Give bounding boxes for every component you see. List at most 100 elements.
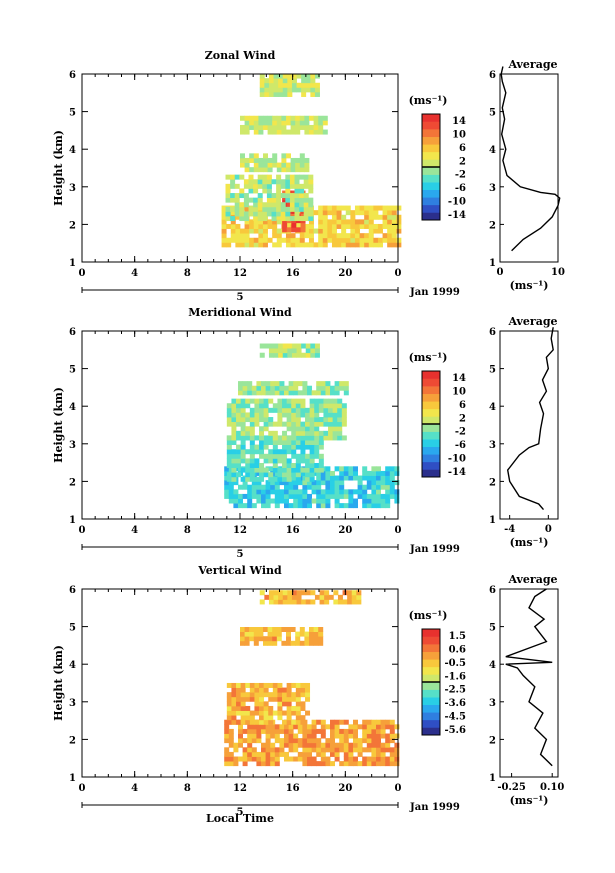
profile-x-tick-label: -0.25 <box>497 782 526 793</box>
heat-cell <box>277 412 283 418</box>
colorbar-label: -10 <box>448 197 466 208</box>
profile-y-tick-label: 1 <box>489 773 496 784</box>
heat-cell <box>322 237 328 243</box>
colorbar-label: -2.5 <box>444 685 466 696</box>
heat-cell <box>231 467 237 473</box>
heat-cell <box>305 430 311 436</box>
heat-cell <box>364 242 370 248</box>
heat-cell <box>327 237 333 243</box>
heat-cell <box>274 484 280 490</box>
colorbar-swatch <box>422 712 440 721</box>
colorbar-label: -0.5 <box>444 658 466 669</box>
heat-cell <box>303 179 309 185</box>
chart-title: Vertical Wind <box>197 564 282 577</box>
heat-cell <box>350 219 356 225</box>
heat-cell <box>299 640 305 646</box>
heat-cell <box>226 701 232 707</box>
heat-cell <box>376 742 381 748</box>
heat-cell <box>282 352 288 358</box>
heat-cell <box>293 733 299 739</box>
heat-cell <box>230 179 236 185</box>
heat-cell <box>266 174 272 180</box>
heat-cell <box>224 484 230 490</box>
heat-cell <box>345 242 351 248</box>
y-axis-label: Height (km) <box>52 130 65 206</box>
heat-cell <box>380 503 386 509</box>
heat-cell <box>286 426 292 432</box>
heat-cell <box>371 480 377 486</box>
colorbar-label: 2 <box>459 413 466 424</box>
heat-cell <box>263 636 268 642</box>
heat-cell <box>286 120 291 126</box>
profile-y-tick-label: 4 <box>489 145 496 156</box>
heat-cell <box>342 599 348 605</box>
heat-cell <box>307 480 312 486</box>
heat-cell <box>311 480 317 486</box>
heat-cell <box>328 412 334 418</box>
heat-cell <box>238 484 243 490</box>
heat-cell <box>268 710 274 716</box>
heat-cell <box>254 449 260 455</box>
heat-cell <box>240 153 245 159</box>
heat-cell <box>249 453 255 459</box>
heat-cell <box>330 747 335 753</box>
heat-cell <box>274 493 280 499</box>
heat-cell <box>248 197 254 203</box>
heat-cell <box>259 343 265 349</box>
heat-cell <box>239 233 245 239</box>
heat-cell <box>295 682 301 688</box>
heat-cell <box>234 202 240 208</box>
heat-cell <box>293 503 299 509</box>
heat-cell <box>297 751 303 757</box>
heat-cell <box>305 440 311 445</box>
heat-cell <box>240 398 246 404</box>
heat-cell <box>297 742 303 748</box>
heat-cell <box>334 385 340 391</box>
heat-cell <box>311 761 317 767</box>
heat-cell <box>265 498 271 504</box>
heat-cell <box>328 430 334 436</box>
heat-cell <box>334 390 340 396</box>
heat-cell <box>226 692 232 698</box>
heat-cell <box>238 733 243 739</box>
heat-cell <box>238 724 243 730</box>
heat-cell <box>263 167 268 173</box>
heat-cell <box>259 463 265 468</box>
heat-cell <box>300 458 306 464</box>
heat-cell <box>233 503 239 509</box>
heat-cell <box>286 449 292 455</box>
heat-cell <box>389 493 395 499</box>
heat-cell <box>284 498 289 504</box>
heat-cell <box>382 223 388 229</box>
heat-cell <box>284 724 289 730</box>
heat-cell <box>287 82 293 88</box>
heat-cell <box>266 188 272 194</box>
heat-cell <box>300 430 306 436</box>
heat-cell <box>324 590 330 596</box>
heat-cell <box>382 237 388 243</box>
heat-cell <box>226 458 232 464</box>
heat-cell <box>259 599 265 605</box>
colorbar-swatch <box>422 174 440 183</box>
heat-cell <box>319 599 325 605</box>
heat-cell <box>248 206 254 212</box>
heat-cell <box>327 228 333 234</box>
heat-cell <box>231 719 237 725</box>
heat-cell <box>373 223 379 229</box>
x-tick-label: 20 <box>338 525 352 536</box>
heat-cell <box>366 728 372 734</box>
heat-cell <box>334 733 340 739</box>
heat-cell <box>263 440 269 445</box>
heat-cell <box>236 705 242 711</box>
heat-cell <box>263 398 269 404</box>
heat-cell <box>254 696 260 702</box>
heat-cell <box>224 719 230 725</box>
heat-cell <box>244 631 250 637</box>
heat-cell <box>325 489 331 495</box>
heat-cell <box>299 206 305 212</box>
heat-cell <box>257 174 263 180</box>
heat-cell <box>257 179 263 185</box>
heat-cell <box>240 640 245 646</box>
heat-cell <box>293 381 299 387</box>
